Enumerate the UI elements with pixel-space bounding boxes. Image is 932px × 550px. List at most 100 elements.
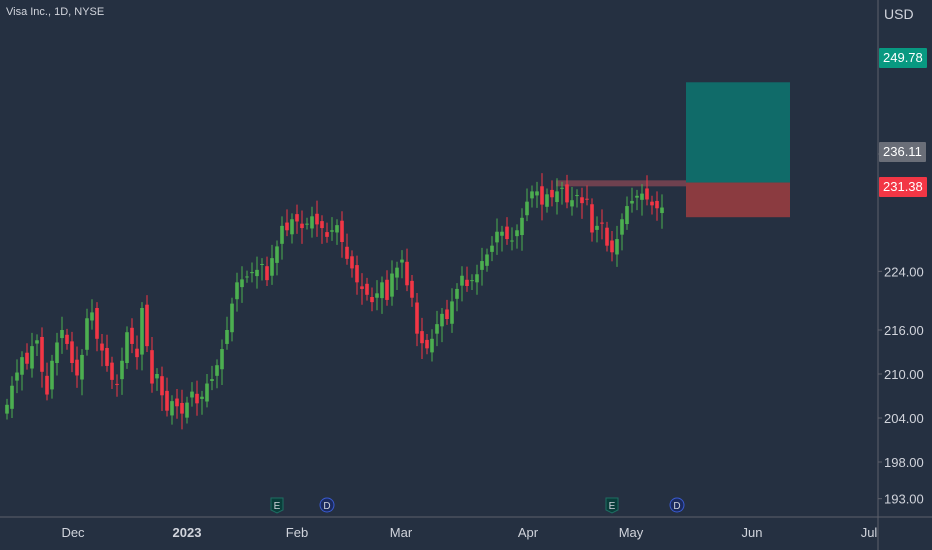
- candle[interactable]: [525, 188, 529, 222]
- candle[interactable]: [145, 295, 149, 352]
- candle[interactable]: [205, 374, 209, 408]
- candle[interactable]: [460, 266, 464, 302]
- candle[interactable]: [250, 262, 254, 283]
- candle[interactable]: [385, 270, 389, 306]
- candle[interactable]: [645, 175, 649, 206]
- candle[interactable]: [310, 206, 314, 238]
- candle[interactable]: [575, 189, 579, 208]
- candle[interactable]: [35, 334, 39, 357]
- candle[interactable]: [585, 185, 589, 206]
- candle[interactable]: [45, 362, 49, 401]
- candle[interactable]: [425, 334, 429, 355]
- candle[interactable]: [560, 181, 564, 205]
- earnings-marker[interactable]: E: [270, 497, 284, 514]
- candle[interactable]: [395, 261, 399, 291]
- candle[interactable]: [235, 272, 239, 312]
- candle[interactable]: [450, 288, 454, 333]
- candle[interactable]: [130, 318, 134, 354]
- resistance-band[interactable]: [556, 180, 686, 187]
- candle[interactable]: [600, 209, 604, 240]
- candle[interactable]: [490, 236, 494, 262]
- candle[interactable]: [635, 189, 639, 211]
- candle[interactable]: [510, 227, 514, 251]
- candle[interactable]: [470, 274, 474, 291]
- candle[interactable]: [80, 349, 84, 396]
- earnings-marker[interactable]: E: [605, 497, 619, 514]
- candle[interactable]: [40, 327, 44, 388]
- candle[interactable]: [155, 368, 159, 391]
- candle[interactable]: [125, 326, 129, 369]
- candle[interactable]: [535, 181, 539, 208]
- candle[interactable]: [240, 266, 244, 303]
- candle[interactable]: [230, 297, 234, 342]
- target-zone[interactable]: [686, 82, 790, 183]
- candle[interactable]: [85, 308, 89, 356]
- dividend-marker[interactable]: D: [669, 497, 685, 513]
- candle[interactable]: [220, 339, 224, 385]
- candle[interactable]: [500, 225, 504, 252]
- candle[interactable]: [305, 217, 309, 230]
- candle[interactable]: [355, 255, 359, 295]
- candle[interactable]: [320, 215, 324, 244]
- candle[interactable]: [225, 316, 229, 350]
- candle[interactable]: [615, 225, 619, 267]
- candle[interactable]: [505, 217, 509, 245]
- candle[interactable]: [520, 208, 524, 251]
- candle[interactable]: [140, 302, 144, 371]
- candle[interactable]: [120, 347, 124, 395]
- candle[interactable]: [280, 216, 284, 260]
- candle[interactable]: [275, 240, 279, 276]
- candle[interactable]: [300, 210, 304, 244]
- candle[interactable]: [175, 389, 179, 419]
- candle[interactable]: [495, 218, 499, 255]
- candle[interactable]: [60, 316, 64, 354]
- stop-zone[interactable]: [686, 182, 790, 218]
- candle[interactable]: [255, 256, 259, 289]
- candle[interactable]: [440, 308, 444, 343]
- candle[interactable]: [170, 395, 174, 425]
- candle[interactable]: [540, 173, 544, 221]
- candle[interactable]: [480, 247, 484, 286]
- candle[interactable]: [485, 248, 489, 272]
- candle[interactable]: [135, 335, 139, 370]
- candle[interactable]: [475, 264, 479, 295]
- candle[interactable]: [360, 273, 364, 305]
- candle[interactable]: [165, 377, 169, 417]
- candle[interactable]: [110, 356, 114, 390]
- candle[interactable]: [565, 174, 569, 209]
- candle[interactable]: [260, 258, 264, 281]
- candle[interactable]: [30, 332, 34, 378]
- candle[interactable]: [270, 244, 274, 285]
- candle[interactable]: [100, 334, 104, 367]
- candle[interactable]: [185, 396, 189, 424]
- candle[interactable]: [315, 200, 319, 237]
- candle[interactable]: [345, 233, 349, 265]
- candle[interactable]: [580, 187, 584, 219]
- candle[interactable]: [105, 334, 109, 372]
- candle[interactable]: [595, 216, 599, 243]
- candle[interactable]: [5, 398, 9, 420]
- candle[interactable]: [290, 213, 294, 244]
- candle[interactable]: [295, 204, 299, 234]
- candle[interactable]: [555, 178, 559, 215]
- candle[interactable]: [435, 310, 439, 347]
- candle[interactable]: [190, 382, 194, 407]
- candle[interactable]: [380, 276, 384, 314]
- candle[interactable]: [65, 328, 69, 350]
- candle[interactable]: [400, 250, 404, 279]
- dividend-marker[interactable]: D: [319, 497, 335, 513]
- candle[interactable]: [445, 299, 449, 325]
- candle[interactable]: [455, 283, 459, 312]
- candle[interactable]: [265, 256, 269, 286]
- candle[interactable]: [350, 250, 354, 278]
- candle[interactable]: [285, 209, 289, 237]
- candle[interactable]: [640, 184, 644, 216]
- candle[interactable]: [420, 317, 424, 359]
- candle[interactable]: [15, 359, 19, 394]
- candle[interactable]: [655, 191, 659, 221]
- candle[interactable]: [570, 187, 574, 216]
- candle[interactable]: [660, 194, 664, 229]
- candle[interactable]: [625, 196, 629, 230]
